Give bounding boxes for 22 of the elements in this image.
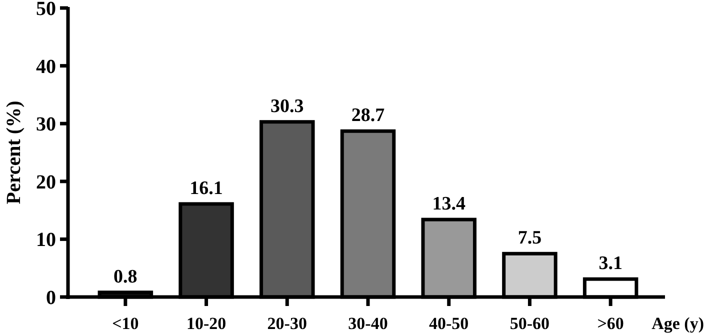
x-tick-label: 40-50 [429, 314, 469, 333]
y-tick-label: 30 [36, 114, 56, 136]
data-label: 28.7 [351, 105, 386, 126]
data-label: 13.4 [432, 194, 466, 215]
data-label: 7.5 [518, 228, 542, 249]
y-tick-label: 40 [36, 56, 56, 78]
x-tick-label: 30-40 [348, 314, 388, 333]
x-tick-label: <10 [112, 314, 139, 333]
x-tick-label: 10-20 [186, 314, 226, 333]
data-label: 16.1 [190, 178, 223, 199]
y-tick-label: 10 [36, 229, 56, 252]
data-label: 3.1 [598, 253, 622, 274]
x-tick-label: 20-30 [267, 314, 307, 333]
y-axis-title: Percent (%) [3, 100, 25, 204]
x-axis-title: Age (y) [652, 314, 704, 333]
y-tick-label: 20 [36, 171, 56, 194]
data-label: 30.3 [270, 96, 304, 117]
x-tick-label: >60 [597, 314, 624, 333]
x-tick-label: 50-60 [510, 314, 550, 333]
y-tick-label: 0 [46, 287, 56, 309]
data-label: 0.8 [114, 266, 138, 288]
y-tick-label: 50 [36, 0, 56, 20]
